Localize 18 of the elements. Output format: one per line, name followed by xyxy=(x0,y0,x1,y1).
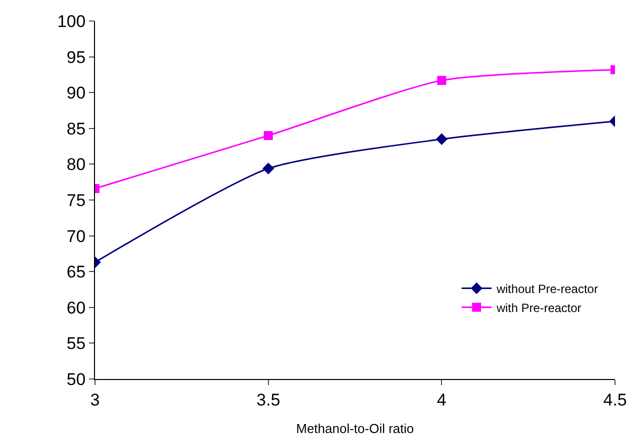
y-tick-label: 65 xyxy=(66,262,86,282)
legend-label: without Pre-reactor xyxy=(496,282,598,296)
y-tick-label: 60 xyxy=(66,298,86,318)
y-tick-label: 95 xyxy=(66,48,86,67)
x-tick-label: 3 xyxy=(90,390,100,410)
y-tick-label: 100 xyxy=(57,12,86,31)
y-tick-label: 70 xyxy=(66,226,86,246)
legend-label: with Pre-reactor xyxy=(496,300,582,315)
y-tick-label: 55 xyxy=(66,334,86,354)
x-tick-label: 4 xyxy=(436,390,446,410)
y-tick-label: 75 xyxy=(66,190,86,210)
y-tick-label: 85 xyxy=(66,119,86,138)
x-axis-title: Methanol-to-Oil ratio xyxy=(296,421,414,436)
x-tick-label: 4.5 xyxy=(603,390,627,410)
y-tick-label: 80 xyxy=(66,155,86,174)
x-tick-label: 3.5 xyxy=(256,390,280,410)
y-tick-label: 90 xyxy=(66,84,86,103)
y-tick-label: 50 xyxy=(66,370,86,389)
